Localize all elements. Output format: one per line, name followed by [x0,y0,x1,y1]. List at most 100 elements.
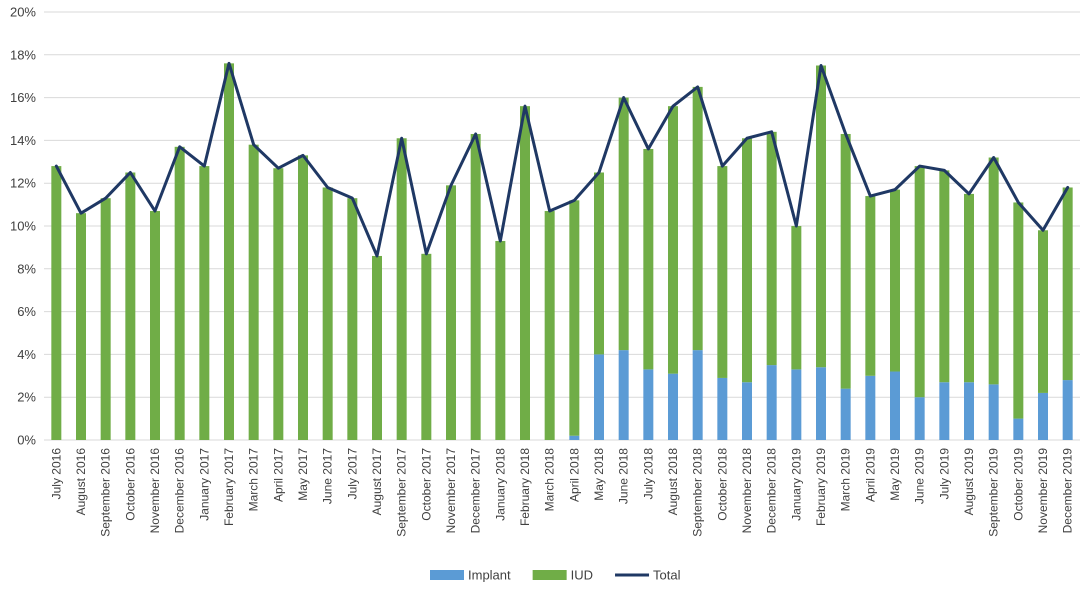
legend: Implant IUD Total [430,568,681,583]
bar-iud [125,172,136,440]
bar-implant [791,369,802,440]
bar-implant [1062,380,1073,440]
x-tick-label: March 2017 [247,448,261,512]
bar-iud [322,187,333,440]
x-tick-label: October 2016 [123,448,137,521]
x-tick-label: September 2017 [395,448,409,537]
legend-item-implant: Implant [430,568,511,583]
x-tick-label: June 2017 [321,448,335,504]
bar-iud [495,240,506,440]
bar-iud [840,133,851,389]
x-tick-label: August 2019 [962,448,976,516]
y-tick-label: 12% [10,176,36,191]
x-tick-label: February 2019 [814,448,828,526]
bar-implant [840,388,851,440]
bar-iud [174,146,185,440]
x-tick-label: November 2018 [740,448,754,534]
y-axis: 0% 2% 4% 6% 8% 10% 12% 14% 16% 18% 20% [10,5,36,448]
x-tick-label: August 2016 [74,448,88,516]
bar-iud [248,144,259,440]
legend-swatch [532,570,567,580]
bar-iud [594,172,604,355]
bar-implant [766,365,777,440]
bar-iud [618,97,629,351]
legend-item-iud: IUD [532,568,593,583]
x-tick-label: April 2017 [271,448,285,502]
bar-iud [520,106,530,440]
x-tick-label: July 2017 [345,448,359,500]
bar-iud [1038,230,1048,393]
y-tick-label: 10% [10,219,36,234]
y-tick-label: 18% [10,47,36,62]
x-tick-label: October 2017 [419,448,433,521]
total-line-layer [54,61,1070,258]
x-tick-label: May 2018 [592,448,606,501]
y-tick-label: 0% [17,433,36,448]
y-tick-label: 6% [17,304,36,319]
y-tick-label: 16% [10,90,36,105]
bar-iud [988,157,999,385]
x-tick-label: November 2019 [1036,448,1050,534]
bar-iud [347,198,358,440]
bar-iud [742,138,752,383]
bar-iud [396,138,407,440]
bar-iud [544,211,555,440]
bar-iud [150,211,160,440]
gridlines [44,11,1080,441]
x-tick-label: October 2019 [1011,448,1025,521]
x-tick-label: June 2018 [617,448,631,504]
x-axis: July 2016 August 2016 September 2016 Octobe… [49,448,1074,537]
bar-iud [421,253,432,440]
x-tick-label: September 2018 [691,448,705,537]
bar-iud [791,226,802,370]
bar-implant [618,350,629,440]
bar-iud [76,213,86,440]
total-line [54,61,1070,258]
bar-iud [717,166,728,378]
legend-label: Total [653,568,681,583]
bar-iud [964,193,974,383]
x-tick-label: December 2019 [1061,448,1075,534]
x-tick-label: July 2018 [641,448,655,500]
bar-iud [372,255,382,440]
bar-iud [668,106,678,374]
legend-label: IUD [571,568,593,583]
x-tick-label: July 2019 [937,448,951,500]
legend-label: Implant [468,568,511,583]
x-tick-label: September 2016 [99,448,113,537]
bar-iud [273,168,284,440]
legend-item-total: Total [615,568,681,583]
x-tick-label: November 2016 [148,448,162,534]
x-tick-label: August 2018 [666,448,680,516]
x-tick-label: October 2018 [715,448,729,521]
y-tick-label: 14% [10,133,36,148]
x-tick-label: December 2017 [469,448,483,534]
bar-implant [939,382,950,440]
bar-implant [668,373,678,440]
bar-implant [742,382,752,440]
bar-iud [865,196,876,376]
y-tick-label: 2% [17,390,36,405]
x-tick-label: December 2018 [765,448,779,534]
y-tick-label: 20% [10,5,36,20]
bar-implant [890,371,900,440]
bar-implant [1038,392,1048,440]
x-tick-label: January 2017 [197,448,211,521]
bar-implant [964,382,974,440]
x-tick-label: February 2018 [518,448,532,526]
bar-iud [224,63,234,441]
bar-implant [569,435,580,440]
bar-iud [1062,187,1073,381]
x-tick-label: March 2019 [839,448,853,512]
bar-iud [470,133,481,441]
bar-implant [643,369,654,440]
bar-iud [100,198,111,440]
x-tick-label: November 2017 [444,448,458,534]
bar-iud [939,170,950,383]
bars [51,63,1073,441]
x-tick-label: March 2018 [543,448,557,512]
x-tick-label: July 2016 [49,448,63,500]
x-tick-label: August 2017 [370,448,384,516]
x-tick-label: September 2019 [987,448,1001,537]
bar-iud [446,185,456,440]
